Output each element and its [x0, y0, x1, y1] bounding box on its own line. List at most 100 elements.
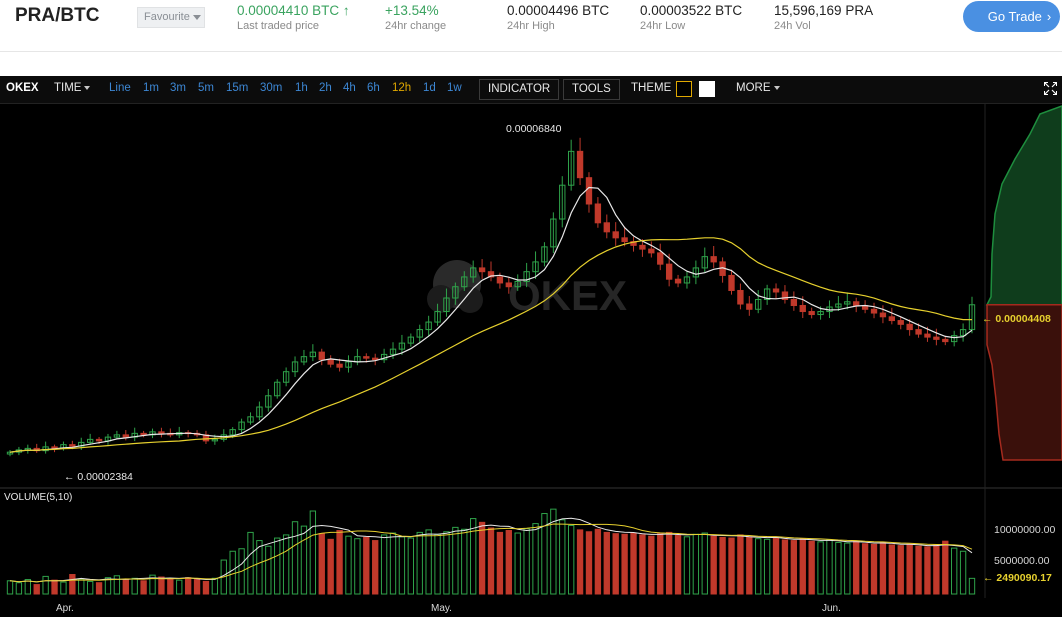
volume-bar: [639, 534, 646, 595]
volume-bar: [389, 532, 397, 595]
favourite-button[interactable]: Favourite: [137, 7, 205, 28]
favourite-label: Favourite: [144, 11, 190, 23]
depth-ask-area: [986, 304, 1062, 461]
indicator-button[interactable]: INDICATOR: [479, 79, 560, 100]
volume-bar: [710, 535, 717, 595]
timeframe-1m[interactable]: 1m: [143, 82, 159, 94]
volume-bar: [6, 580, 14, 595]
candle-body: [372, 357, 379, 361]
candle-body: [612, 231, 619, 239]
volume-bar: [202, 580, 210, 595]
time-menu[interactable]: TIME: [54, 82, 91, 94]
volume-bar: [60, 581, 67, 595]
more-label: MORE: [736, 82, 771, 94]
candle-body: [452, 286, 459, 299]
volume-bar: [51, 579, 58, 595]
volume-bar: [256, 540, 263, 595]
last-price-stat: 0.00004410 BTC ↑ Last traded price: [237, 2, 350, 33]
go-trade-label: Go Trade: [987, 9, 1042, 24]
candle-body: [478, 267, 486, 273]
candle-body: [737, 289, 744, 305]
volume-ma10-line: [9, 523, 973, 583]
volume-bar: [559, 519, 566, 595]
volume-bar: [184, 577, 192, 595]
timeframe-1d[interactable]: 1d: [423, 82, 436, 94]
time-label: TIME: [54, 82, 82, 94]
candle-body: [933, 336, 940, 340]
volume-bar: [15, 582, 23, 595]
candle-body: [514, 280, 521, 288]
volume-bar: [746, 536, 753, 595]
candle-body: [211, 438, 219, 442]
expand-icon[interactable]: [1044, 82, 1057, 95]
candle-body: [541, 246, 548, 263]
tools-button[interactable]: TOOLS: [563, 79, 620, 100]
volume-bar: [229, 550, 236, 595]
candle-body: [968, 304, 976, 331]
timeframe-6h[interactable]: 6h: [367, 82, 380, 94]
ma5-line: [9, 186, 973, 453]
candle-body: [256, 406, 263, 418]
volume-bar: [122, 579, 129, 595]
volume-label: 24h Vol: [774, 20, 811, 32]
volume-bar: [95, 582, 103, 595]
candle-body: [487, 271, 495, 278]
candle-body: [710, 256, 717, 263]
volume-bars: [6, 508, 976, 595]
candle-body: [443, 297, 450, 313]
candle-body: [674, 278, 682, 284]
timeframe-1h[interactable]: 1h: [295, 82, 308, 94]
chart-toolbar: OKEX TIME Line 1m 3m 5m 15m 30m 1h 2h 4h…: [0, 76, 1062, 104]
volume-bar: [434, 533, 441, 595]
last-price-label: Last traded price: [237, 20, 319, 32]
timeframe-4h[interactable]: 4h: [343, 82, 356, 94]
candle-body: [300, 356, 308, 363]
volume-bar: [781, 539, 789, 595]
timeframe-3m[interactable]: 3m: [170, 82, 186, 94]
volume-bar: [861, 543, 869, 595]
candle-body: [603, 222, 610, 233]
volume-bar: [621, 533, 628, 595]
volume-bar: [487, 527, 495, 595]
price-chart[interactable]: OKEX 0.00006840 ← 0.00002384 ← 0.0000440…: [0, 104, 1062, 617]
candle-body: [291, 361, 299, 373]
volume-bar: [737, 534, 744, 595]
candle-body: [309, 351, 317, 358]
volume-bar: [78, 578, 85, 595]
volume-bar: [158, 576, 165, 595]
depth-bid-area: [985, 105, 1062, 306]
timeframe-line[interactable]: Line: [109, 82, 131, 94]
timeframe-12h[interactable]: 12h: [392, 82, 412, 94]
theme-dark-swatch[interactable]: [676, 81, 692, 97]
timeframe-1w[interactable]: 1w: [447, 82, 462, 94]
volume-bar: [772, 536, 780, 595]
volume-bar: [933, 544, 940, 595]
price-min-label: ← 0.00002384: [64, 471, 133, 483]
candle-body: [523, 271, 530, 282]
theme-light-swatch[interactable]: [699, 81, 715, 97]
timeframe-2h[interactable]: 2h: [319, 82, 332, 94]
chart-panel: OKEX TIME Line 1m 3m 5m 15m 30m 1h 2h 4h…: [0, 76, 1062, 617]
volume-bar: [176, 579, 183, 595]
candle-body: [853, 301, 860, 307]
price-max-label: 0.00006840: [506, 123, 562, 135]
candle-body: [389, 348, 397, 355]
timeframe-15m[interactable]: 15m: [226, 82, 249, 94]
arrow-up-icon: ↑: [342, 3, 350, 18]
go-trade-button[interactable]: Go Trade ›: [963, 1, 1060, 32]
volume-bar: [826, 539, 833, 595]
timeframe-30m[interactable]: 30m: [260, 82, 283, 94]
more-menu[interactable]: MORE: [736, 82, 780, 94]
candle-body: [336, 363, 343, 368]
timeframe-5m[interactable]: 5m: [198, 82, 214, 94]
volume-bar: [131, 577, 138, 595]
high-value: 0.00004496 BTC: [507, 3, 610, 18]
volume-bar: [309, 510, 317, 595]
volume-bar: [853, 540, 860, 595]
candle-body: [434, 311, 441, 323]
candle-body: [772, 288, 780, 293]
chevron-down-icon: [773, 85, 780, 90]
candle-body: [496, 276, 504, 284]
candle-body: [915, 329, 922, 335]
candle-body: [790, 299, 798, 307]
